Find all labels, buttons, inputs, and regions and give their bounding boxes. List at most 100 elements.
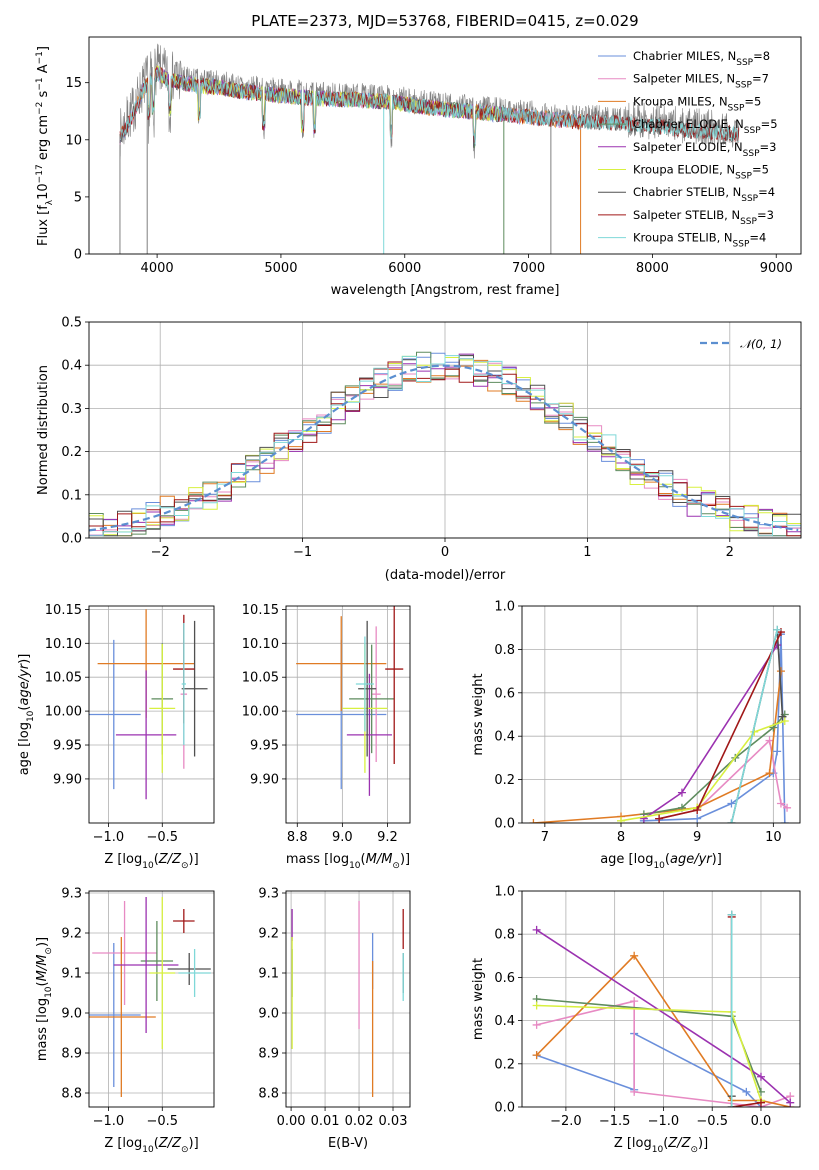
y-tick-label: 8.9 bbox=[61, 1047, 82, 1062]
y-axis-label: Flux [fλ10−17 erg cm−2 s−1 A−1] bbox=[35, 46, 55, 246]
axes-frame bbox=[521, 890, 801, 1108]
y-tick-label: 10.00 bbox=[45, 705, 82, 720]
y-tick-label: 1.0 bbox=[494, 600, 515, 615]
age-vs-mass-plot-area bbox=[286, 606, 410, 823]
x-axis-label: (data-model)/error bbox=[385, 568, 506, 583]
weight-marker bbox=[786, 1098, 795, 1107]
y-tick-label: 0 bbox=[74, 248, 82, 263]
x-tick-label: 0.0 bbox=[751, 1114, 772, 1129]
residual-histogram bbox=[89, 361, 801, 537]
weight-marker bbox=[773, 625, 782, 634]
weight-marker bbox=[727, 1103, 736, 1107]
y-tick-label: 0.8 bbox=[494, 928, 515, 943]
legend-entry: Kroupa ELODIE, NSSP=5 bbox=[633, 163, 769, 182]
x-tick-label: 0 bbox=[441, 545, 449, 560]
weight-vs-z-panel: −2.0 −1.5 −1.0 −0.5 0.0 0.0 0.2 0.4 0.6 0.8 1.0 bbox=[494, 885, 801, 1129]
x-tick-label: −1.0 bbox=[93, 1114, 125, 1129]
axes-frame bbox=[88, 890, 215, 1108]
y-tick-label: 0.5 bbox=[61, 316, 82, 331]
x-tick-label: 8.8 bbox=[287, 830, 308, 845]
x-tick-label: 5000 bbox=[264, 261, 297, 276]
weight-line bbox=[536, 1032, 762, 1107]
y-tick-label: 9.1 bbox=[61, 967, 82, 982]
weight-marker bbox=[765, 736, 774, 745]
y-tick-label: 0.2 bbox=[494, 773, 515, 788]
x-tick-label: 4000 bbox=[141, 261, 174, 276]
weight-marker bbox=[778, 712, 787, 721]
x-tick-label: −0.5 bbox=[146, 1114, 178, 1129]
y-tick-label: 0.0 bbox=[494, 1101, 515, 1116]
y-axis-label: mass weight bbox=[471, 673, 486, 755]
weight-marker bbox=[727, 819, 736, 823]
x-tick-label: 1 bbox=[583, 545, 591, 560]
model-fit-line bbox=[119, 66, 740, 145]
legend: 𝒩(0, 1) bbox=[700, 337, 782, 351]
weight-marker bbox=[630, 997, 639, 1006]
weight-marker bbox=[773, 747, 782, 756]
y-tick-label: 8.8 bbox=[61, 1087, 82, 1102]
x-tick-label: 8 bbox=[617, 830, 625, 845]
legend-entry: 𝒩(0, 1) bbox=[740, 337, 782, 351]
weight-marker bbox=[532, 925, 541, 934]
legend-entry: Salpeter STELIB, NSSP=3 bbox=[633, 208, 774, 227]
y-tick-label: 0.1 bbox=[61, 488, 82, 503]
axes-frame bbox=[521, 605, 801, 824]
x-axis-label: Z [log10(Z/Z⊙)] bbox=[104, 1136, 198, 1155]
y-axis-label: mass weight bbox=[471, 958, 486, 1040]
x-tick-label: 9 bbox=[693, 830, 701, 845]
legend: Chabrier MILES, NSSP=8 Salpeter MILES, NS… bbox=[598, 49, 778, 250]
x-axis-label: mass [log10(M/M⊙)] bbox=[286, 852, 410, 871]
weight-line bbox=[730, 629, 778, 823]
y-tick-label: 0.2 bbox=[61, 445, 82, 460]
chart-title: PLATE=2373, MJD=53768, FIBERID=0415, z=0… bbox=[251, 12, 638, 30]
x-tick-label: 9.0 bbox=[332, 830, 353, 845]
x-tick-label: −1.0 bbox=[93, 830, 125, 845]
weight-marker bbox=[783, 803, 792, 812]
weight-vs-age-panel: 7 8 9 10 0.0 0.2 0.4 0.6 0.8 1.0 bbox=[494, 600, 801, 845]
x-tick-label: −1.5 bbox=[599, 1114, 631, 1129]
weight-marker bbox=[630, 951, 639, 960]
axes-frame bbox=[285, 605, 411, 824]
y-axis-label: mass [log10(M/M⊙)] bbox=[35, 937, 54, 1061]
y-tick-label: 0.0 bbox=[61, 532, 82, 547]
y-tick-label: 0.4 bbox=[61, 359, 82, 374]
y-tick-label: 0.0 bbox=[494, 817, 515, 832]
x-tick-label: −0.5 bbox=[146, 830, 178, 845]
weight-marker bbox=[742, 1087, 751, 1096]
weight-marker bbox=[639, 814, 648, 823]
y-tick-label: 8.9 bbox=[258, 1047, 279, 1062]
normal-curve bbox=[89, 364, 799, 532]
model-fit-line bbox=[119, 70, 740, 148]
weight-marker bbox=[780, 717, 789, 726]
age-vs-z-plot-area bbox=[89, 606, 214, 823]
x-axis-label: wavelength [Angstrom, rest frame] bbox=[331, 283, 560, 298]
x-axis-label: age [log10(age/yr)] bbox=[600, 852, 722, 871]
legend-entry: Salpeter MILES, NSSP=7 bbox=[633, 72, 769, 91]
x-tick-label: −2.0 bbox=[550, 1114, 582, 1129]
y-tick-label: 9.3 bbox=[258, 887, 279, 902]
y-tick-label: 9.95 bbox=[53, 739, 82, 754]
weight-marker bbox=[765, 769, 774, 778]
axes-frame bbox=[88, 36, 802, 255]
weight-line bbox=[658, 631, 782, 820]
y-tick-label: 9.2 bbox=[61, 927, 82, 942]
x-tick-label: 6000 bbox=[388, 261, 421, 276]
spectrum-plot-area bbox=[119, 43, 740, 254]
y-tick-label: 0.8 bbox=[494, 643, 515, 658]
y-tick-label: 0.4 bbox=[494, 730, 515, 745]
x-tick-label: 10 bbox=[765, 830, 782, 845]
weight-marker bbox=[532, 1001, 541, 1010]
weight-line bbox=[620, 720, 786, 822]
x-tick-label: 0.01 bbox=[311, 1114, 340, 1129]
x-tick-label: 9000 bbox=[760, 261, 793, 276]
y-tick-label: 9.1 bbox=[258, 967, 279, 982]
weight-marker bbox=[727, 799, 736, 808]
x-axis-label: Z [log10(Z/Z⊙)] bbox=[104, 852, 198, 871]
weight-marker bbox=[617, 816, 626, 823]
weight-marker bbox=[780, 819, 789, 823]
y-tick-label: 1.0 bbox=[494, 885, 515, 900]
residual-histogram bbox=[89, 355, 801, 537]
mass-vs-ebv-plot-area bbox=[286, 891, 410, 1107]
y-tick-label: 10.05 bbox=[242, 671, 279, 686]
